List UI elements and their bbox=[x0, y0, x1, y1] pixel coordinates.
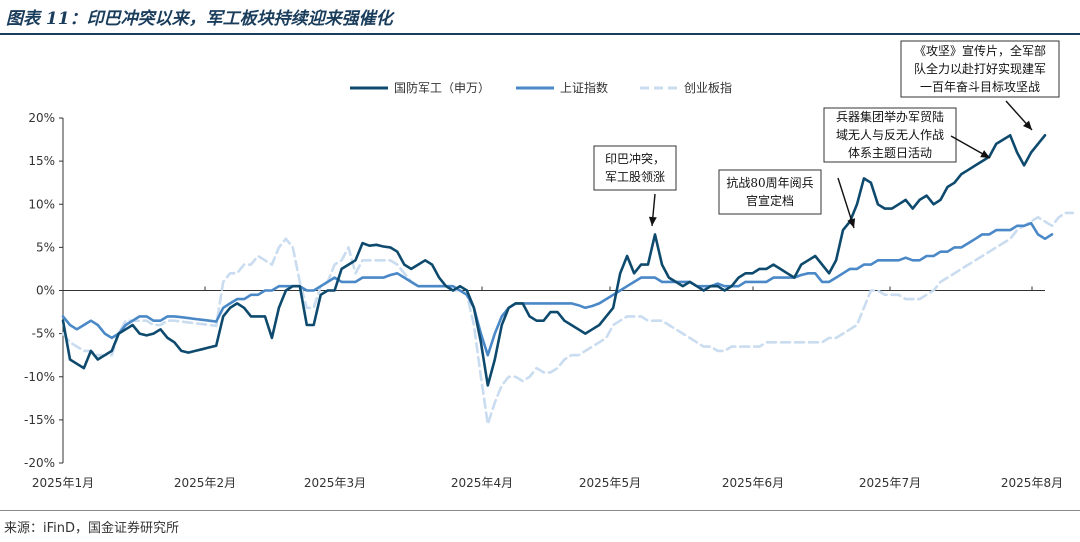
x-tick-label: 2025年1月 bbox=[32, 476, 94, 490]
annotation-box bbox=[718, 169, 822, 215]
line-chart: 20% 15% 10% 5% 0% -5% -10% -15% -20% 2025年1月 2025年… bbox=[24, 40, 1075, 490]
annotation-box bbox=[593, 145, 677, 191]
x-tick-label: 2025年6月 bbox=[722, 476, 784, 490]
annotation-box bbox=[900, 40, 1060, 98]
x-tick-label: 2025年5月 bbox=[579, 476, 641, 490]
y-tick-label: 10% bbox=[28, 197, 55, 211]
annotation-text: 军工股领涨 bbox=[605, 169, 665, 184]
annotation-text: 一百年奋斗目标攻坚战 bbox=[920, 80, 1040, 94]
title-divider bbox=[0, 33, 1080, 35]
annotation-text: 官宣定档 bbox=[746, 193, 794, 208]
x-tick-label: 2025年2月 bbox=[174, 476, 236, 490]
chart-title: 图表 11：印巴冲突以来，军工板块持续迎来强催化 bbox=[6, 9, 393, 29]
source-note: 来源：iFinD，国金证券研究所 bbox=[4, 521, 180, 536]
y-tick-label: -5% bbox=[32, 327, 55, 341]
annotation-text: 《攻坚》宣传片，全军部 bbox=[914, 43, 1046, 58]
y-tick-label: 20% bbox=[28, 111, 55, 125]
y-tick-label: -20% bbox=[24, 456, 55, 470]
annotation-text: 抗战80周年阅兵 bbox=[726, 175, 813, 190]
annotation-arrowhead bbox=[1023, 120, 1032, 130]
y-tick-label: 15% bbox=[28, 154, 55, 168]
legend-label: 上证指数 bbox=[560, 80, 608, 95]
series-line-0 bbox=[61, 134, 1047, 387]
legend: 国防军工（申万） 上证指数 创业板指 bbox=[350, 80, 732, 95]
series-line-2 bbox=[61, 211, 1075, 426]
annotation-arrowhead bbox=[648, 216, 657, 226]
y-tick-label: -10% bbox=[24, 370, 55, 384]
annotation-text: 体系主题日活动 bbox=[848, 146, 932, 160]
series-layer bbox=[61, 134, 1075, 426]
annotation-text: 队全力以赴打好实现建军 bbox=[914, 61, 1046, 76]
legend-label: 国防军工（申万） bbox=[394, 80, 490, 95]
series-line-1 bbox=[61, 221, 1054, 357]
axes-layer: 20% 15% 10% 5% 0% -5% -10% -15% -20% 2025年1月 2025年… bbox=[24, 111, 1063, 490]
annotation-arrowhead bbox=[980, 150, 990, 158]
legend-label: 创业板指 bbox=[684, 80, 732, 95]
x-tick-label: 2025年7月 bbox=[859, 476, 921, 490]
x-tick-label: 2025年8月 bbox=[1001, 476, 1063, 490]
y-tick-label: 0% bbox=[36, 284, 55, 298]
annotation-text: 印巴冲突， bbox=[605, 151, 665, 166]
footer-divider bbox=[0, 510, 1080, 511]
annotation-arrowhead bbox=[847, 218, 856, 228]
x-tick-label: 2025年3月 bbox=[304, 476, 366, 490]
y-tick-label: 5% bbox=[36, 240, 55, 254]
x-tick-label: 2025年4月 bbox=[451, 476, 513, 490]
annotation-text: 域无人与反无人作战 bbox=[836, 128, 944, 142]
y-tick-label: -15% bbox=[24, 413, 55, 427]
annotation-text: 兵器集团举办军贸陆 bbox=[836, 109, 944, 124]
annotation-box bbox=[823, 107, 957, 163]
